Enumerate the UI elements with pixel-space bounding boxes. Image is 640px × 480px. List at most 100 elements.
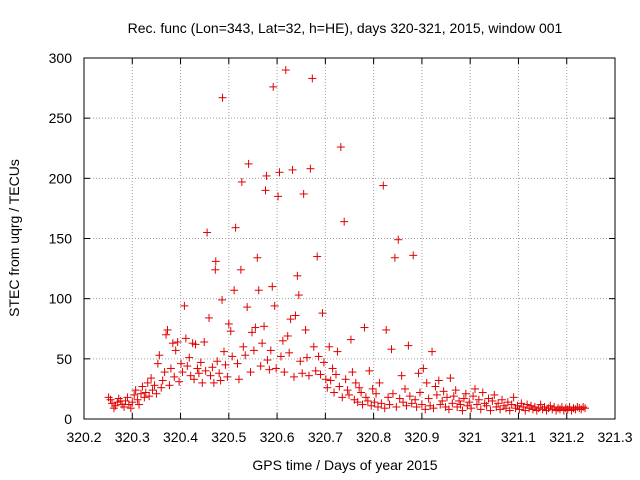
data-point — [565, 402, 574, 411]
data-point — [394, 235, 403, 244]
data-point — [121, 396, 130, 405]
data-point — [331, 370, 340, 379]
data-points — [104, 66, 590, 415]
data-point — [415, 388, 424, 397]
data-point — [326, 376, 335, 385]
data-point — [131, 386, 140, 395]
y-tick-label: 250 — [49, 110, 73, 126]
data-point — [237, 177, 246, 186]
data-point — [390, 253, 399, 262]
data-point — [113, 398, 122, 407]
data-point — [128, 398, 137, 407]
data-point — [436, 400, 445, 409]
data-point — [455, 396, 464, 405]
data-point — [140, 393, 149, 402]
data-point — [298, 369, 307, 378]
data-point — [296, 357, 305, 366]
data-point — [244, 159, 253, 168]
data-point — [348, 368, 357, 377]
data-point — [399, 398, 408, 407]
data-point — [448, 399, 457, 408]
data-point — [171, 346, 180, 355]
data-point — [459, 394, 468, 403]
data-point — [208, 363, 217, 372]
data-point — [221, 360, 230, 369]
data-point — [368, 384, 377, 393]
data-point — [254, 286, 263, 295]
data-point — [272, 364, 281, 373]
data-point — [341, 375, 350, 384]
data-point — [465, 398, 474, 407]
data-point — [372, 389, 381, 398]
data-point — [385, 400, 394, 409]
data-point — [365, 366, 374, 375]
data-point — [335, 382, 344, 391]
data-point — [213, 357, 222, 366]
data-point — [490, 390, 499, 399]
x-tick-label: 320.8 — [356, 429, 391, 445]
data-point — [323, 383, 332, 392]
x-tick-label: 320.7 — [308, 429, 343, 445]
data-point — [275, 168, 284, 177]
data-point — [218, 93, 227, 102]
data-point — [224, 319, 233, 328]
data-point — [251, 323, 260, 332]
data-point — [196, 358, 205, 367]
data-point — [387, 345, 396, 354]
data-point — [355, 383, 364, 392]
data-point — [330, 388, 339, 397]
y-tick-label: 50 — [56, 351, 72, 367]
data-point — [395, 394, 404, 403]
data-point — [474, 395, 483, 404]
data-point — [231, 223, 240, 232]
data-point — [338, 393, 347, 402]
data-point — [311, 366, 320, 375]
data-point — [288, 165, 297, 174]
data-point — [303, 353, 312, 362]
data-point — [494, 399, 503, 408]
data-point — [407, 399, 416, 408]
y-tick-label: 150 — [49, 231, 73, 247]
data-point — [308, 74, 317, 83]
data-point — [370, 398, 379, 407]
data-point — [145, 392, 154, 401]
data-point — [360, 323, 369, 332]
data-point — [186, 371, 195, 380]
data-point — [243, 303, 252, 312]
data-point — [319, 358, 328, 367]
data-point — [496, 405, 505, 414]
data-point — [123, 393, 132, 402]
data-point — [318, 309, 327, 318]
data-point — [205, 313, 214, 322]
x-tick-label: 320.4 — [163, 429, 198, 445]
data-point — [168, 339, 177, 348]
data-point — [111, 401, 120, 410]
data-point — [550, 402, 559, 411]
x-tick-label: 321 — [459, 429, 483, 445]
data-point — [340, 217, 349, 226]
data-point — [135, 400, 144, 409]
data-point — [417, 400, 426, 409]
data-point — [106, 395, 115, 404]
data-point — [382, 325, 391, 334]
data-point — [419, 364, 428, 373]
data-point — [143, 378, 152, 387]
data-point — [157, 383, 166, 392]
data-point — [357, 388, 366, 397]
data-point — [579, 402, 588, 411]
data-point — [321, 375, 330, 384]
data-point — [246, 368, 255, 377]
data-point — [557, 402, 566, 411]
data-point — [314, 352, 323, 361]
y-tick-label: 200 — [49, 170, 73, 186]
data-point — [258, 339, 267, 348]
data-point — [561, 404, 570, 413]
x-tick-label: 321.3 — [597, 429, 632, 445]
data-point — [223, 372, 232, 381]
plot-border — [83, 57, 616, 420]
x-tick-label: 320.2 — [66, 429, 101, 445]
data-point — [147, 374, 156, 383]
data-point — [286, 315, 295, 324]
